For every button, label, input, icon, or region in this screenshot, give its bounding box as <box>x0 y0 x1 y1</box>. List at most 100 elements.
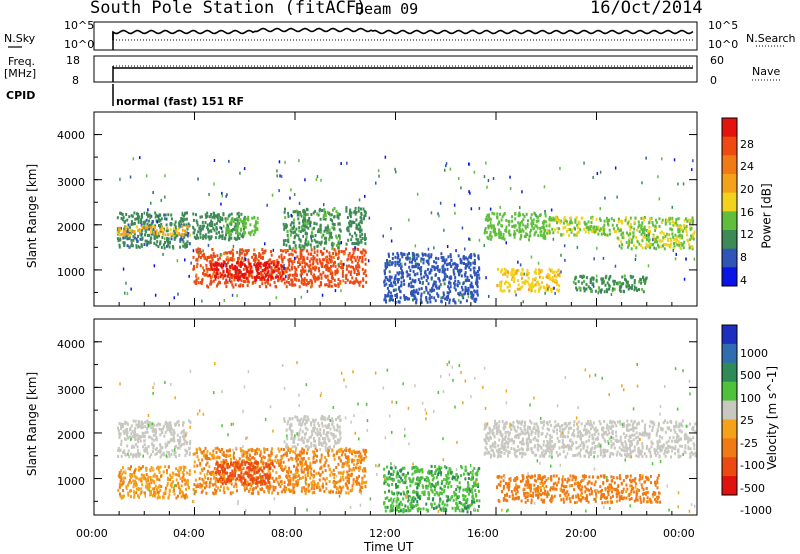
velocity-cell <box>222 486 225 490</box>
power-cell <box>239 171 241 175</box>
velocity-cell <box>154 452 157 456</box>
power-cell <box>619 228 622 232</box>
power-cell <box>408 252 410 255</box>
power-cell <box>574 220 577 224</box>
power-cell <box>534 271 537 275</box>
power-cell <box>390 284 392 287</box>
velocity-cell <box>305 482 308 486</box>
power-cell <box>221 216 224 220</box>
velocity-cell <box>212 483 215 487</box>
power-cell <box>345 206 348 210</box>
velocity-cell <box>118 422 121 426</box>
power-cell <box>183 223 185 227</box>
velocity-cell <box>349 489 352 493</box>
power-cell <box>242 283 245 287</box>
power-cell <box>328 279 331 283</box>
velocity-cell <box>333 476 336 480</box>
power-cell <box>140 244 143 248</box>
power-cell <box>494 233 497 237</box>
power-cell <box>691 234 694 238</box>
power-cell <box>236 268 239 272</box>
power-cell <box>472 266 475 270</box>
power-cell <box>207 230 210 234</box>
power-cell <box>500 233 502 236</box>
velocity-cell <box>120 469 123 473</box>
power-cell <box>602 280 605 284</box>
power-cell <box>209 236 212 240</box>
power-cell <box>495 232 498 236</box>
velocity-cell <box>301 487 304 491</box>
power-cell <box>233 225 236 229</box>
power-cell <box>126 237 129 241</box>
power-cell <box>629 286 632 290</box>
velocity-cell <box>314 446 317 450</box>
velocity-ytick: 3000 <box>57 384 85 397</box>
power-cell <box>546 285 549 289</box>
power-cell <box>205 263 208 267</box>
power-cell <box>306 262 309 266</box>
power-cell <box>333 207 336 210</box>
power-cell <box>642 235 645 239</box>
power-cell <box>201 266 204 270</box>
power-cell <box>452 298 455 302</box>
velocity-cell <box>231 491 234 495</box>
velocity-cell <box>279 485 282 489</box>
power-cell <box>317 213 320 217</box>
power-cell <box>179 237 182 241</box>
power-cell <box>304 242 307 246</box>
power-cell <box>293 225 295 229</box>
velocity-cell <box>179 489 182 493</box>
power-cell <box>576 288 579 292</box>
velocity-cell <box>163 434 166 438</box>
velocity-cell <box>135 484 137 488</box>
power-cell <box>304 218 307 222</box>
power-cell <box>543 185 546 189</box>
power-cell <box>146 222 149 226</box>
velocity-cell <box>340 453 343 457</box>
power-cell <box>254 221 257 225</box>
power-cell <box>155 232 158 236</box>
velocity-cell <box>158 495 161 499</box>
velocity-cell <box>262 455 265 459</box>
power-cell <box>287 258 290 262</box>
power-cell <box>301 265 304 269</box>
power-cell <box>284 239 287 242</box>
velocity-cell <box>208 465 211 469</box>
power-cell <box>199 224 202 228</box>
velocity-cell <box>352 478 355 482</box>
power-cell <box>348 251 351 255</box>
power-cell <box>642 280 645 283</box>
power-cell <box>445 274 447 278</box>
velocity-cell <box>242 450 245 454</box>
velocity-cell <box>358 474 360 478</box>
power-cell <box>244 258 247 261</box>
velocity-cell <box>295 466 298 470</box>
velocity-cell <box>134 419 137 423</box>
power-cell <box>488 294 490 298</box>
power-cell <box>422 261 425 265</box>
power-cell <box>640 244 643 247</box>
power-cell <box>660 230 663 234</box>
power-cell <box>186 244 188 247</box>
power-cell <box>305 283 308 286</box>
power-cell <box>656 243 659 247</box>
velocity-cell <box>296 479 299 483</box>
power-cell <box>633 227 636 231</box>
power-cell <box>487 224 490 228</box>
velocity-cell <box>184 482 187 486</box>
power-cell <box>260 276 263 280</box>
power-cell <box>313 226 316 230</box>
power-cell <box>159 240 162 244</box>
velocity-cell <box>169 421 172 425</box>
power-cell <box>643 228 646 232</box>
velocity-cell <box>137 439 140 443</box>
velocity-cell <box>206 457 208 461</box>
power-cell <box>288 263 291 267</box>
power-cell <box>312 211 315 215</box>
velocity-cell <box>271 491 274 495</box>
velocity-cell <box>351 450 354 454</box>
power-cell <box>347 238 350 242</box>
velocity-cell <box>346 484 349 488</box>
power-cell <box>263 250 266 254</box>
velocity-cell <box>178 453 181 457</box>
